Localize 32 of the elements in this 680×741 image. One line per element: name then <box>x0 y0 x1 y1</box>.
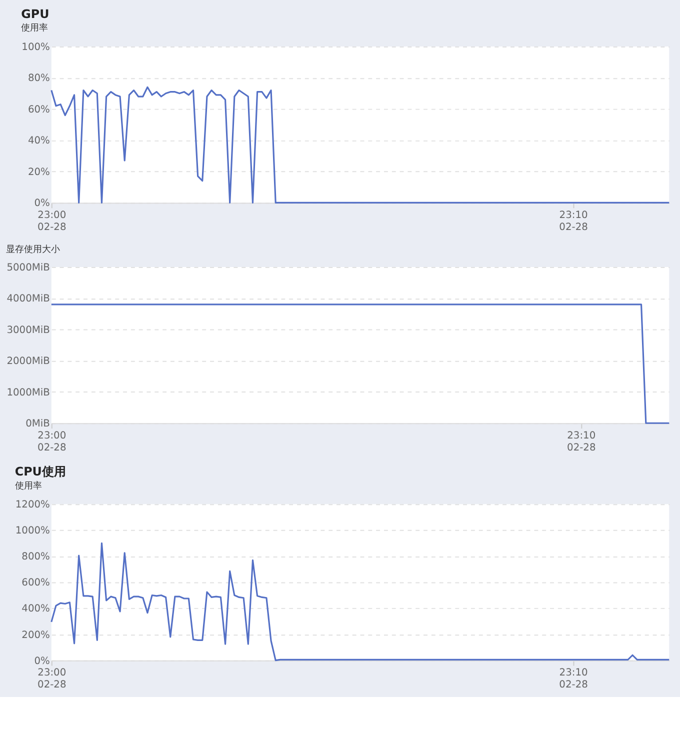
y-tick-label: 0% <box>34 198 50 210</box>
y-tick-label: 800% <box>22 552 50 563</box>
line-series <box>50 86 670 204</box>
y-tick-label: 400% <box>22 604 50 615</box>
chart-subtitle: 使用率 <box>14 480 42 492</box>
y-tick-label: 5000MiB <box>6 262 50 274</box>
y-tick-label: 1000MiB <box>6 387 50 398</box>
y-tick-label: 4000MiB <box>6 294 50 305</box>
y-tick-label: 3000MiB <box>6 324 50 336</box>
chart-subtitle: 使用率 <box>21 22 48 34</box>
y-tick-label: 0% <box>34 656 50 667</box>
x-tick-label: 23:10 02-28 <box>567 430 596 454</box>
y-tick-label: 1200% <box>15 500 50 511</box>
chart-title: GPU <box>21 6 50 21</box>
x-tick-label: 23:00 02-28 <box>38 210 66 233</box>
x-tick-label: 23:00 02-28 <box>38 430 66 454</box>
y-tick-label: 20% <box>28 166 50 178</box>
y-tick-label: 60% <box>28 104 50 116</box>
x-tick-label: 23:00 02-28 <box>38 668 66 691</box>
line-series <box>50 542 670 662</box>
x-tick-label: 23:10 02-28 <box>559 210 588 233</box>
y-tick-label: 80% <box>28 73 50 84</box>
chart-subtitle: 显存使用大小 <box>6 244 60 256</box>
y-tick-label: 200% <box>22 630 50 641</box>
y-tick-label: 0MiB <box>26 418 50 430</box>
y-tick-label: 1000% <box>15 526 50 537</box>
y-tick-label: 2000MiB <box>6 356 50 368</box>
chart-title: CPU使用 <box>14 464 66 479</box>
y-tick-label: 100% <box>22 42 50 54</box>
y-tick-label: 600% <box>22 578 50 589</box>
x-tick-label: 23:10 02-28 <box>559 668 588 691</box>
y-tick-label: 40% <box>28 136 50 147</box>
